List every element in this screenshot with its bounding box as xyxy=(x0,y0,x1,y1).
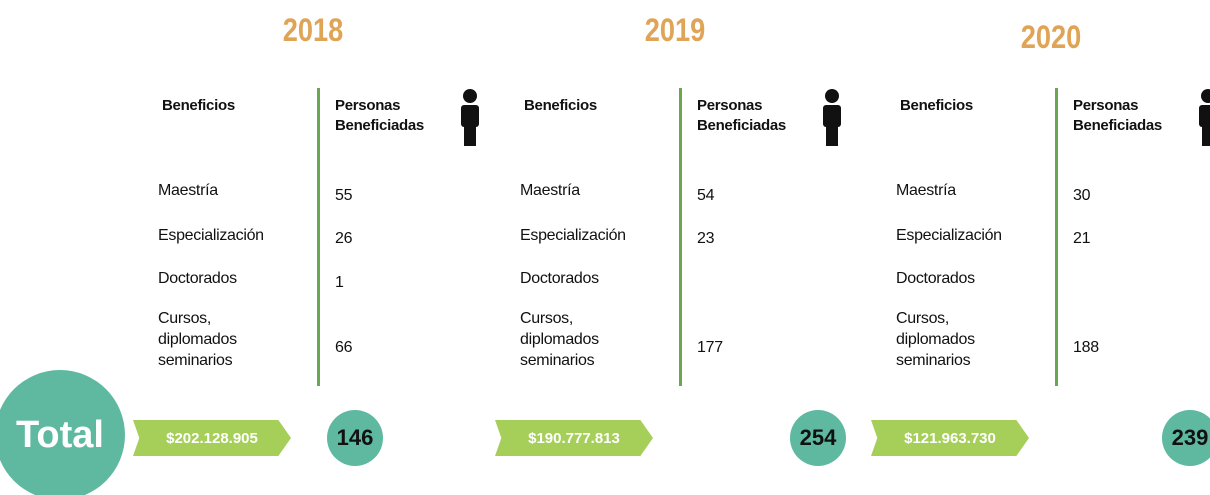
person-icon xyxy=(458,88,482,146)
year-title: 2018 xyxy=(282,12,344,48)
row-label: Maestría xyxy=(896,182,956,199)
person-svg xyxy=(461,89,479,146)
row-label: Especialización xyxy=(158,227,264,244)
year-title: 2019 xyxy=(644,12,706,48)
header-benefits: Beneficios xyxy=(900,97,973,114)
row-value: 177 xyxy=(697,339,723,356)
count-circle: 239 xyxy=(1162,410,1210,466)
row-value: 66 xyxy=(335,339,353,356)
row-value: 188 xyxy=(1073,339,1099,356)
header-people: Personas Beneficiadas xyxy=(335,97,424,134)
year-title: 2020 xyxy=(1020,19,1082,55)
person-icon xyxy=(1196,88,1210,146)
person-svg xyxy=(1199,89,1210,146)
row-label: Cursos, diplomados seminarios xyxy=(158,310,237,369)
row-label: Doctorados xyxy=(158,270,237,287)
row-value: 21 xyxy=(1073,230,1091,247)
person-icon xyxy=(820,88,844,146)
row-label: Maestría xyxy=(158,182,218,199)
row-label: Cursos, diplomados seminarios xyxy=(896,310,975,369)
header-people: Personas Beneficiadas xyxy=(1073,97,1162,134)
divider xyxy=(317,88,320,386)
row-value: 26 xyxy=(335,230,353,247)
row-value: 23 xyxy=(697,230,715,247)
row-value: 30 xyxy=(1073,187,1091,204)
row-value: 1 xyxy=(335,274,344,291)
row-label: Doctorados xyxy=(520,270,599,287)
row-value: 55 xyxy=(335,187,353,204)
row-label: Especialización xyxy=(896,227,1002,244)
count-circle: 146 xyxy=(327,410,383,466)
person-svg xyxy=(823,89,841,146)
amount-arrow: $190.777.813 xyxy=(495,420,653,456)
divider xyxy=(1055,88,1058,386)
amount-arrow: $202.128.905 xyxy=(133,420,291,456)
amount-arrow: $121.963.730 xyxy=(871,420,1029,456)
row-label: Doctorados xyxy=(896,270,975,287)
header-benefits: Beneficios xyxy=(524,97,597,114)
row-value: 54 xyxy=(697,187,715,204)
count-circle: 254 xyxy=(790,410,846,466)
row-label: Maestría xyxy=(520,182,580,199)
row-label: Especialización xyxy=(520,227,626,244)
total-circle: Total xyxy=(0,370,125,495)
header-benefits: Beneficios xyxy=(162,97,235,114)
header-people: Personas Beneficiadas xyxy=(697,97,786,134)
divider xyxy=(679,88,682,386)
row-label: Cursos, diplomados seminarios xyxy=(520,310,599,369)
